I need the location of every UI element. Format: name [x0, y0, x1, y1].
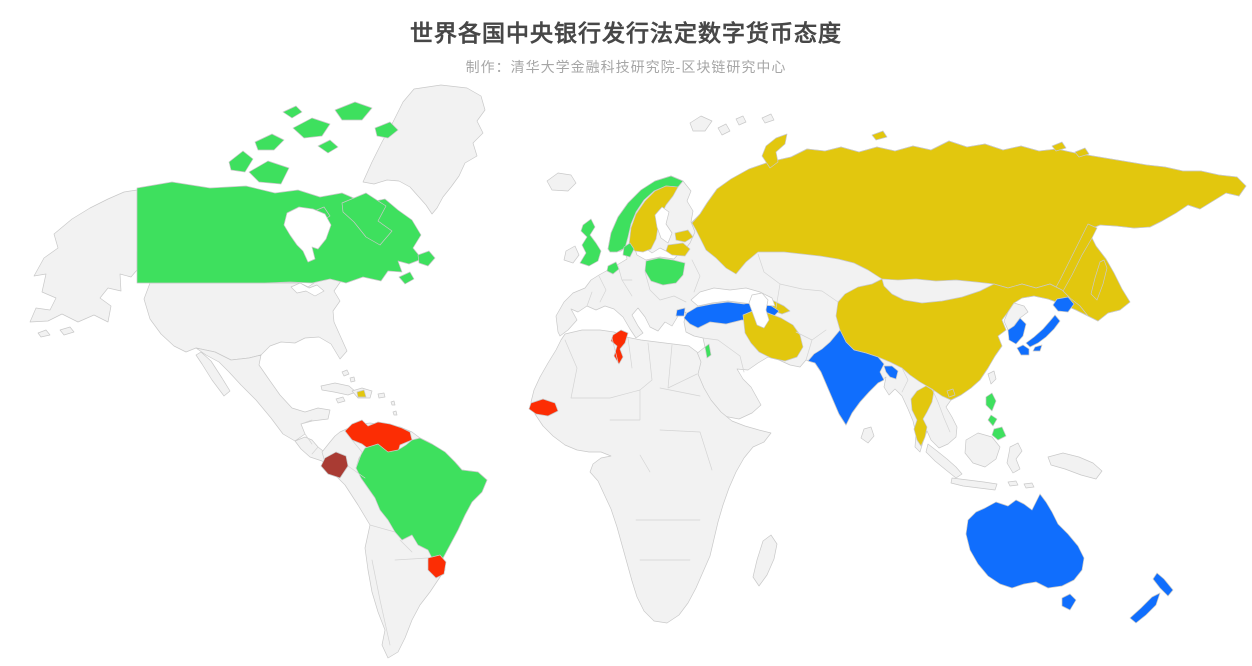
shikoku[interactable] [1032, 344, 1043, 352]
africa-borders [564, 337, 713, 561]
country-ecuador[interactable] [320, 451, 349, 479]
country-denmark[interactable] [622, 242, 635, 258]
country-south-korea[interactable] [1007, 317, 1027, 345]
country-madagascar[interactable] [752, 534, 778, 587]
bahamas[interactable] [341, 369, 350, 377]
arctic-archipelago[interactable] [292, 117, 331, 139]
antilles-island[interactable] [392, 410, 398, 416]
siberian-island[interactable] [1074, 147, 1090, 158]
country-cuba[interactable] [320, 382, 357, 396]
country-ireland[interactable] [563, 245, 580, 264]
tasmania[interactable] [1061, 593, 1077, 611]
country-poland[interactable] [644, 257, 686, 286]
turkey-thrace[interactable] [675, 307, 686, 317]
arctic-island[interactable] [761, 113, 775, 124]
borneo[interactable] [964, 432, 1001, 468]
caspian-sea [748, 292, 770, 329]
country-sweden[interactable] [628, 185, 679, 253]
svalbard[interactable] [717, 123, 731, 136]
honshu[interactable] [1025, 314, 1061, 348]
country-alaska[interactable] [29, 189, 138, 323]
siberian-island[interactable] [871, 130, 888, 141]
country-netherlands[interactable] [606, 261, 620, 275]
country-australia[interactable] [965, 493, 1085, 589]
wrangel-island[interactable] [1051, 141, 1067, 152]
nz-south-island[interactable] [1129, 592, 1161, 624]
arctic-archipelago[interactable] [374, 121, 399, 139]
sumatra[interactable] [925, 443, 963, 479]
kyushu[interactable] [1016, 344, 1030, 356]
water-bodies [283, 206, 776, 329]
country-russia[interactable] [691, 140, 1247, 322]
country-united-states[interactable] [143, 270, 348, 361]
sakhalin[interactable] [1090, 259, 1108, 301]
nz-north-island[interactable] [1152, 572, 1174, 597]
baja-california[interactable] [195, 351, 231, 397]
bahamas[interactable] [349, 376, 356, 383]
country-india[interactable] [807, 329, 885, 426]
hudson-bay [283, 206, 332, 263]
country-tunisia[interactable] [610, 329, 629, 365]
visayas[interactable] [987, 414, 998, 427]
novaya-zemlya[interactable] [761, 133, 788, 169]
africa-base[interactable] [530, 329, 772, 624]
puerto-rico[interactable] [377, 392, 386, 399]
country-thailand[interactable] [910, 385, 935, 447]
arctic-archipelago[interactable] [254, 133, 285, 151]
country-haiti[interactable] [356, 389, 367, 398]
luzon[interactable] [985, 392, 997, 412]
newfoundland[interactable] [417, 250, 436, 267]
country-estonia[interactable] [674, 229, 694, 243]
inner-borders [300, 253, 951, 646]
europe-borders [570, 259, 701, 319]
country-iceland[interactable] [546, 172, 577, 192]
victoria-island[interactable] [248, 160, 290, 185]
country-latvia[interactable] [665, 242, 691, 257]
hokkaido[interactable] [1052, 296, 1075, 313]
mindanao[interactable] [991, 426, 1007, 441]
banks-island[interactable] [228, 150, 254, 173]
arctic-archipelago[interactable] [282, 105, 303, 119]
country-mexico[interactable] [195, 347, 331, 442]
south-america-borders [347, 439, 429, 646]
great-lakes [290, 282, 325, 297]
lesser-sunda[interactable] [1007, 480, 1019, 487]
hainan[interactable] [946, 388, 956, 398]
antilles-island[interactable] [390, 400, 396, 406]
java[interactable] [950, 477, 998, 491]
gulf-of-bothnia [654, 206, 673, 244]
nova-scotia[interactable] [398, 271, 415, 285]
country-uruguay[interactable] [427, 554, 447, 579]
country-greenland[interactable] [362, 84, 486, 215]
country-senegal[interactable] [528, 398, 559, 417]
country-bangladesh[interactable] [883, 365, 899, 380]
aleutian-island[interactable] [59, 326, 75, 336]
country-brazil[interactable] [355, 437, 488, 561]
jamaica[interactable] [335, 396, 346, 404]
country-china[interactable] [835, 278, 1089, 401]
aleutian-island[interactable] [37, 329, 51, 338]
lesser-sunda[interactable] [1023, 482, 1035, 489]
country-taiwan[interactable] [987, 370, 997, 385]
arctic-island[interactable] [735, 115, 747, 126]
arctic-archipelago[interactable] [334, 101, 373, 121]
country-israel[interactable] [704, 343, 712, 359]
country-sri-lanka[interactable] [860, 426, 875, 444]
sulawesi[interactable] [1006, 442, 1023, 474]
svalbard[interactable] [689, 115, 713, 132]
asia-borders [702, 253, 951, 433]
baffin-island[interactable] [341, 192, 393, 246]
arctic-archipelago[interactable] [317, 139, 339, 154]
country-united-kingdom[interactable] [579, 218, 602, 267]
new-guinea[interactable] [1047, 452, 1103, 480]
colored-countries [136, 101, 1247, 624]
north-america-borders [300, 419, 319, 455]
